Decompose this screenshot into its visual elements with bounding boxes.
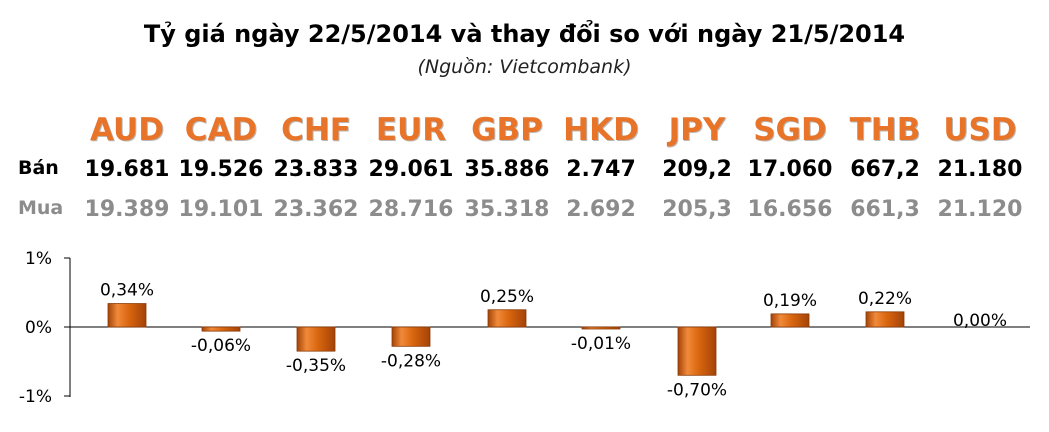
buy-rate-cad: 19.101: [178, 197, 264, 222]
bar-thb: [865, 311, 905, 328]
currency-code-gbp: GBP: [471, 112, 543, 148]
bar-jpy: [677, 326, 717, 376]
sell-rate-thb: 667,2: [850, 157, 920, 182]
sell-rate-jpy: 209,2: [662, 157, 732, 182]
currency-code-thb: THB: [849, 112, 921, 148]
y-tick-label: -1%: [19, 387, 52, 407]
data-label-aud: 0,34%: [100, 281, 154, 301]
currency-code-usd: USD: [943, 112, 1017, 148]
buy-rate-sgd: 16.656: [747, 197, 833, 222]
bar-cad: [201, 326, 241, 332]
bar-hkd: [581, 326, 621, 330]
data-label-thb: 0,22%: [858, 289, 912, 309]
sell-rate-eur: 29.061: [368, 157, 454, 182]
buy-rate-jpy: 205,3: [662, 197, 732, 222]
buy-rate-aud: 19.389: [84, 197, 170, 222]
sell-rate-usd: 21.180: [937, 157, 1023, 182]
bar-chf: [296, 326, 336, 352]
sell-rate-sgd: 17.060: [747, 157, 833, 182]
buy-row-label: Mua: [18, 197, 64, 219]
data-label-sgd: 0,19%: [763, 291, 817, 311]
buy-rate-thb: 661,3: [850, 197, 920, 222]
change-bar-chart: 1% 0% -1% 0,34% -0,06% -0,35% -0,28% 0,25% -0,01…: [19, 249, 1030, 407]
source-note: (Nguồn: Vietcombank): [417, 56, 632, 78]
sell-rate-hkd: 2.747: [566, 157, 636, 182]
data-label-jpy: -0,70%: [667, 380, 727, 400]
chart-title: Tỷ giá ngày 22/5/2014 và thay đổi so với…: [143, 20, 906, 48]
bar-aud: [107, 303, 147, 328]
bar-sgd: [770, 313, 810, 328]
data-label-chf: -0,35%: [286, 356, 346, 376]
data-label-usd: 0,00%: [953, 311, 1007, 331]
buy-rate-chf: 23.362: [273, 197, 359, 222]
sell-rate-cad: 19.526: [178, 157, 264, 182]
buy-rate-hkd: 2.692: [566, 197, 636, 222]
sell-rate-aud: 19.681: [84, 157, 170, 182]
data-label-cad: -0,06%: [191, 336, 251, 356]
currency-code-eur: EUR: [375, 112, 447, 148]
currency-code-aud: AUD: [90, 112, 164, 148]
currency-code-jpy: JPY: [668, 112, 726, 148]
buy-rate-eur: 28.716: [368, 197, 454, 222]
buy-rate-gbp: 35.318: [464, 197, 550, 222]
currency-code-sgd: SGD: [753, 112, 827, 148]
sell-rate-gbp: 35.886: [464, 157, 550, 182]
data-label-eur: -0,28%: [381, 351, 441, 371]
sell-rate-chf: 23.833: [273, 157, 359, 182]
bar-eur: [391, 326, 431, 347]
y-tick-label: 1%: [25, 249, 52, 269]
buy-rate-usd: 21.120: [937, 197, 1023, 222]
y-tick-label: 0%: [25, 318, 52, 338]
data-label-gbp: 0,25%: [480, 287, 534, 307]
currency-code-chf: CHF: [281, 112, 351, 148]
currency-code-cad: CAD: [184, 112, 258, 148]
bar-gbp: [487, 309, 527, 328]
sell-row-label: Bán: [18, 157, 59, 179]
currency-code-hkd: HKD: [563, 112, 639, 148]
data-label-hkd: -0,01%: [571, 334, 631, 354]
